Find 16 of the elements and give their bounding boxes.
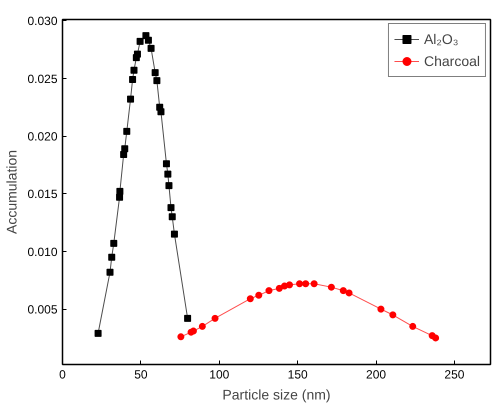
y-tick-label: 0.030 — [27, 14, 58, 28]
x-tick-label: 0 — [59, 368, 66, 382]
x-tick-label: 50 — [134, 368, 148, 382]
y-tick-label: 0.015 — [27, 187, 58, 202]
legend-label: Al₂O₃ — [424, 31, 458, 47]
x-tick-label: 250 — [444, 368, 465, 382]
y-tick-label: 0.025 — [27, 72, 58, 86]
y-tick-label: 0.020 — [27, 130, 58, 144]
y-axis-title: Accumulation — [3, 150, 20, 234]
y-tick-label: 0.005 — [27, 302, 58, 317]
x-tick-label: 200 — [366, 368, 386, 382]
x-tick-label: 150 — [288, 368, 308, 382]
legend-label: Charcoal — [424, 53, 480, 69]
x-axis-title: Particle size (nm) — [222, 386, 331, 402]
x-tick-label: 100 — [209, 368, 230, 382]
y-tick-label: 0.010 — [27, 244, 58, 259]
